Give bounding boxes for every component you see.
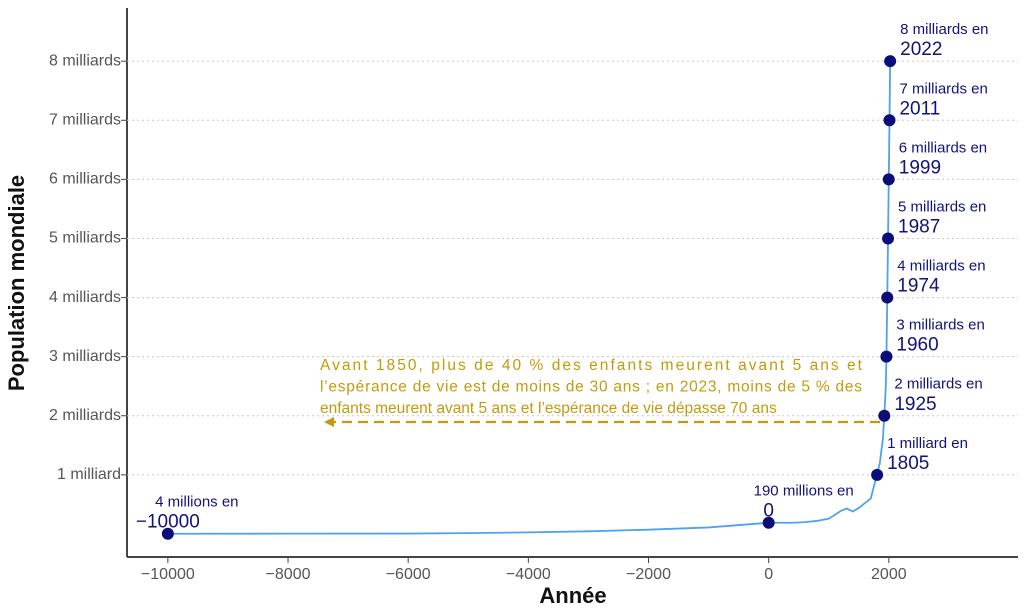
- y-tick-label: 4 milliards: [49, 289, 121, 306]
- x-tick-label: −2000: [626, 566, 671, 583]
- note-line: Avant 1850, plus de 40 % des enfants meu…: [320, 357, 863, 374]
- x-axis-title: Année: [539, 583, 606, 608]
- x-tick-label: 2000: [871, 566, 907, 583]
- x-tick-label: −8000: [266, 566, 311, 583]
- x-tick-label: −4000: [506, 566, 551, 583]
- milestone-dot: [871, 468, 884, 481]
- x-tick-label: −6000: [386, 566, 431, 583]
- y-tick-label: 5 milliards: [49, 230, 121, 247]
- milestone-dot: [882, 232, 895, 245]
- milestone-text: 2 milliards en: [894, 376, 982, 393]
- milestone-year: 1960: [896, 335, 938, 356]
- milestone-year: −10000: [136, 512, 200, 533]
- milestone-dot: [161, 527, 174, 540]
- y-tick-label: 8 milliards: [49, 52, 121, 69]
- y-tick-label: 6 milliards: [49, 171, 121, 188]
- y-tick-label: 1 milliard: [57, 466, 121, 483]
- milestone-text: 3 milliards en: [896, 317, 984, 334]
- milestone-text: 8 milliards en: [900, 21, 988, 38]
- milestone-dot: [880, 350, 893, 363]
- milestone-text: 6 milliards en: [899, 139, 987, 156]
- milestone-text: 7 milliards en: [899, 80, 987, 97]
- milestone-text: 4 millions en: [155, 494, 238, 511]
- milestone-year: 1999: [899, 157, 941, 178]
- milestone-year: 2011: [899, 98, 940, 119]
- note-line: enfants meurent avant 5 ans et l’espéran…: [320, 400, 777, 417]
- milestone-text: 4 milliards en: [897, 258, 985, 275]
- milestone-year: 1805: [887, 453, 929, 474]
- y-tick-label: 3 milliards: [49, 348, 121, 365]
- milestone-text: 5 milliards en: [898, 198, 986, 215]
- y-tick-label: 2 milliards: [49, 407, 121, 424]
- milestone-year: 2022: [900, 39, 942, 60]
- y-axis-title: Population mondiale: [4, 175, 29, 391]
- milestone-dot: [883, 114, 896, 127]
- milestone-text: 190 millions en: [754, 483, 854, 500]
- milestone-year: 1974: [897, 276, 940, 297]
- milestone-dot: [878, 409, 891, 422]
- line: [167, 58, 892, 535]
- milestone-dot: [884, 55, 897, 68]
- milestone-year: 1987: [898, 216, 940, 237]
- x-tick-label: −10000: [141, 566, 195, 583]
- x-tick-label: 0: [764, 566, 773, 583]
- note-line: l’espérance de vie est de moins de 30 an…: [320, 379, 862, 396]
- milestone-dot: [882, 173, 895, 186]
- milestone-year: 1925: [894, 394, 936, 415]
- milestone-year: 0: [763, 501, 774, 522]
- y-tick-label: 7 milliards: [49, 112, 121, 129]
- milestone-text: 1 milliard en: [887, 435, 968, 452]
- milestone-dot: [881, 291, 894, 304]
- note-arrow: [324, 417, 880, 427]
- milestone-dot: [762, 516, 775, 529]
